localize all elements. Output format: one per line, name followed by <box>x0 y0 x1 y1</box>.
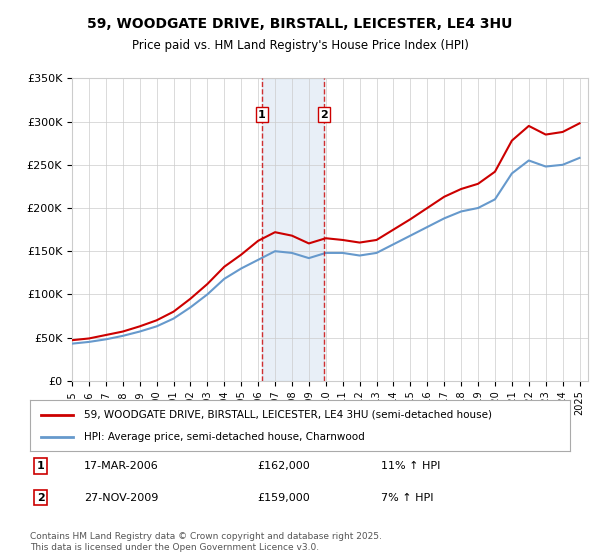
Text: 59, WOODGATE DRIVE, BIRSTALL, LEICESTER, LE4 3HU (semi-detached house): 59, WOODGATE DRIVE, BIRSTALL, LEICESTER,… <box>84 409 492 419</box>
Text: 59, WOODGATE DRIVE, BIRSTALL, LEICESTER, LE4 3HU: 59, WOODGATE DRIVE, BIRSTALL, LEICESTER,… <box>88 17 512 31</box>
Text: Price paid vs. HM Land Registry's House Price Index (HPI): Price paid vs. HM Land Registry's House … <box>131 39 469 52</box>
Text: 27-NOV-2009: 27-NOV-2009 <box>84 492 158 502</box>
Text: HPI: Average price, semi-detached house, Charnwood: HPI: Average price, semi-detached house,… <box>84 432 365 442</box>
Text: Contains HM Land Registry data © Crown copyright and database right 2025.
This d: Contains HM Land Registry data © Crown c… <box>30 532 382 552</box>
Text: 1: 1 <box>258 110 266 120</box>
Text: 2: 2 <box>320 110 328 120</box>
Bar <box>262 78 324 381</box>
Text: £162,000: £162,000 <box>257 461 310 471</box>
Text: £159,000: £159,000 <box>257 492 310 502</box>
Text: 11% ↑ HPI: 11% ↑ HPI <box>381 461 440 471</box>
Text: 1: 1 <box>37 461 44 471</box>
Text: 17-MAR-2006: 17-MAR-2006 <box>84 461 159 471</box>
Text: 7% ↑ HPI: 7% ↑ HPI <box>381 492 433 502</box>
Text: 2: 2 <box>37 492 44 502</box>
